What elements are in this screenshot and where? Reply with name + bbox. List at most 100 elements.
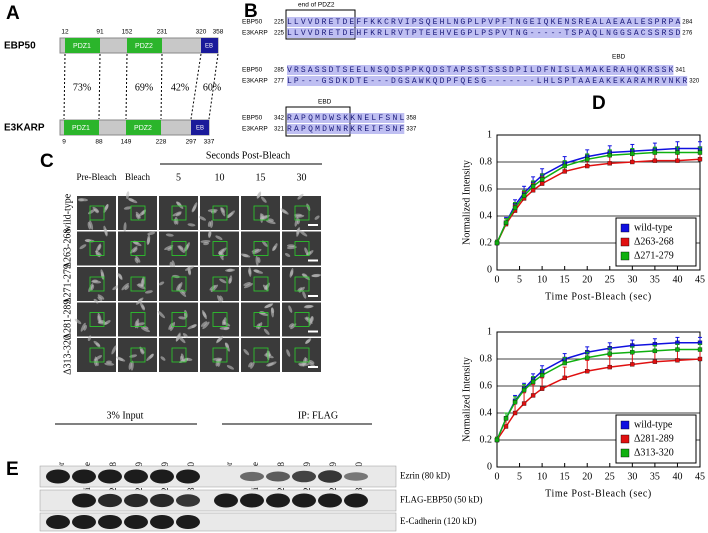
point: [607, 364, 612, 370]
texture: [103, 203, 109, 213]
bleach-roi: [171, 276, 187, 292]
texture: [270, 307, 274, 318]
identity: 60%: [203, 82, 221, 93]
point: [562, 163, 567, 169]
position: 91: [96, 29, 104, 36]
point: [675, 358, 680, 363]
legend-swatch: [620, 223, 630, 233]
legend-label: Δ271-279: [634, 250, 674, 261]
x-tick-label: 5: [517, 274, 522, 285]
bleach-roi: [294, 312, 310, 327]
position: 12: [61, 29, 69, 36]
texture: [228, 278, 232, 284]
texture: [134, 257, 139, 264]
point: [530, 393, 536, 398]
micrograph: [77, 302, 116, 337]
texture: [146, 237, 150, 245]
position: 358: [213, 29, 224, 36]
texture: [219, 326, 230, 330]
texture: [191, 205, 197, 213]
texture: [184, 265, 195, 271]
texture: [201, 310, 207, 320]
y-axis-label: Normalized Intensity: [461, 160, 472, 245]
texture: [288, 305, 293, 313]
texture: [253, 269, 264, 274]
texture: [93, 298, 99, 304]
texture: [80, 322, 86, 332]
legend-swatch: [620, 251, 630, 261]
column-label: 30: [297, 172, 307, 183]
texture: [243, 281, 251, 286]
texture: [95, 243, 101, 253]
texture: [88, 283, 94, 293]
x-tick-label: 45: [695, 471, 705, 482]
bleach-roi: [253, 276, 269, 292]
point: [562, 169, 567, 174]
micrograph: [200, 267, 239, 301]
annotation: EBD: [318, 99, 332, 106]
texture: [248, 266, 252, 277]
texture: [111, 345, 117, 355]
texture: [116, 356, 126, 362]
texture: [169, 261, 173, 268]
band: [240, 493, 264, 508]
x-tick-label: 0: [495, 274, 500, 285]
domain-label: EB: [205, 44, 213, 50]
texture: [176, 333, 181, 342]
texture: [138, 209, 146, 217]
micrograph: [241, 196, 280, 230]
legend-box: [615, 414, 697, 464]
point: [562, 360, 567, 366]
bleach-roi: [130, 276, 146, 292]
bleach-roi: [212, 205, 228, 221]
texture: [257, 192, 262, 198]
band: [98, 493, 122, 508]
column-label: Bleach: [125, 172, 150, 182]
texture: [219, 295, 224, 301]
end-number: 320: [689, 79, 700, 85]
bleach-roi: [253, 241, 269, 256]
x-tick-label: 35: [650, 471, 660, 482]
panel-label: B: [244, 1, 258, 22]
point: [675, 158, 680, 163]
annotation: end of PDZ2: [298, 2, 335, 9]
texture: [280, 208, 289, 215]
bleach-roi: [171, 312, 187, 327]
bleach-roi: [171, 205, 187, 221]
texture: [100, 271, 105, 280]
texture: [302, 291, 307, 299]
bleach-roi: [89, 312, 105, 327]
x-tick-label: 15: [560, 274, 570, 285]
texture: [147, 231, 156, 236]
texture: [123, 222, 127, 233]
texture: [200, 239, 211, 244]
x-tick-label: 20: [582, 471, 592, 482]
texture: [264, 354, 274, 359]
texture: [87, 221, 91, 230]
panel-e: vectorwild-typeΔ263-268Δ271-279Δ281-289Δ…: [39, 462, 483, 532]
sequence: LLVVDRETDEHFKRLRVTPTEEHVEGPLPSPVTNG-----…: [287, 29, 680, 38]
end-number: 358: [406, 116, 417, 122]
texture: [216, 336, 223, 343]
y-tick-label: 0.4: [480, 210, 493, 221]
texture: [137, 322, 145, 326]
texture: [224, 342, 230, 352]
band: [318, 493, 342, 508]
texture: [95, 252, 101, 258]
sequence: RAPQMDWSKKNELFSNL: [287, 114, 404, 123]
micrograph: [77, 267, 116, 301]
texture: [221, 319, 226, 326]
texture: [248, 362, 253, 368]
band: [98, 469, 122, 484]
start-number: 277: [274, 79, 285, 85]
highlight: [287, 113, 405, 123]
texture: [112, 285, 120, 291]
texture: [288, 323, 294, 328]
texture: [294, 213, 303, 217]
texture: [97, 315, 101, 324]
texture: [79, 244, 87, 250]
x-tick-label: 25: [605, 471, 615, 482]
point: [607, 153, 612, 158]
bleach-roi: [130, 241, 146, 256]
